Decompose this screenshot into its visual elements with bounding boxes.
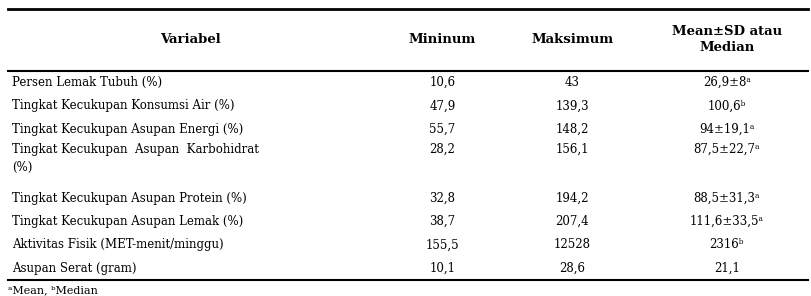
Text: 139,3: 139,3	[555, 99, 589, 112]
Text: Tingkat Kecukupan Asupan Energi (%): Tingkat Kecukupan Asupan Energi (%)	[12, 123, 243, 136]
Text: Tingkat Kecukupan Asupan Lemak (%): Tingkat Kecukupan Asupan Lemak (%)	[12, 215, 243, 228]
Text: 26,9±8ᵃ: 26,9±8ᵃ	[702, 76, 749, 89]
Text: 87,5±22,7ᵃ: 87,5±22,7ᵃ	[693, 143, 759, 156]
Text: 94±19,1ᵃ: 94±19,1ᵃ	[698, 123, 753, 136]
Text: 148,2: 148,2	[555, 123, 589, 136]
Text: Mininum: Mininum	[409, 33, 475, 46]
Text: Variabel: Variabel	[161, 33, 221, 46]
Text: 10,6: 10,6	[429, 76, 455, 89]
Text: 10,1: 10,1	[429, 262, 455, 275]
Text: 111,6±33,5ᵃ: 111,6±33,5ᵃ	[689, 215, 763, 228]
Text: 100,6ᵇ: 100,6ᵇ	[706, 99, 745, 112]
Text: Aktivitas Fisik (MET-menit/minggu): Aktivitas Fisik (MET-menit/minggu)	[12, 239, 224, 251]
Text: Tingkat Kecukupan  Asupan  Karbohidrat: Tingkat Kecukupan Asupan Karbohidrat	[12, 143, 259, 156]
Text: 155,5: 155,5	[425, 239, 459, 251]
Text: ᵃMean, ᵇMedian: ᵃMean, ᵇMedian	[8, 285, 98, 295]
Text: 21,1: 21,1	[713, 262, 739, 275]
Text: 47,9: 47,9	[429, 99, 455, 112]
Text: 28,2: 28,2	[429, 143, 455, 156]
Text: 43: 43	[564, 76, 579, 89]
Text: Mean±SD atau
Median: Mean±SD atau Median	[671, 25, 781, 54]
Text: 28,6: 28,6	[559, 262, 585, 275]
Text: 88,5±31,3ᵃ: 88,5±31,3ᵃ	[693, 192, 759, 205]
Text: 194,2: 194,2	[555, 192, 589, 205]
Text: 38,7: 38,7	[429, 215, 455, 228]
Text: 156,1: 156,1	[555, 143, 589, 156]
Text: Maksimum: Maksimum	[530, 33, 613, 46]
Text: 207,4: 207,4	[555, 215, 589, 228]
Text: Asupan Serat (gram): Asupan Serat (gram)	[12, 262, 136, 275]
Text: Tingkat Kecukupan Konsumsi Air (%): Tingkat Kecukupan Konsumsi Air (%)	[12, 99, 234, 112]
Text: 55,7: 55,7	[429, 123, 455, 136]
Text: 2316ᵇ: 2316ᵇ	[709, 239, 743, 251]
Text: Persen Lemak Tubuh (%): Persen Lemak Tubuh (%)	[12, 76, 162, 89]
Text: Tingkat Kecukupan Asupan Protein (%): Tingkat Kecukupan Asupan Protein (%)	[12, 192, 247, 205]
Text: 32,8: 32,8	[429, 192, 455, 205]
Text: (%): (%)	[12, 161, 32, 174]
Text: 12528: 12528	[553, 239, 590, 251]
